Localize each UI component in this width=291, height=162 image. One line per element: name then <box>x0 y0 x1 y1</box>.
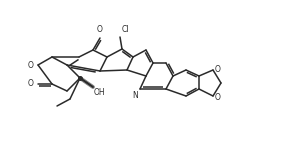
Text: O: O <box>97 25 103 34</box>
Text: OH: OH <box>94 88 106 97</box>
Text: N: N <box>132 91 138 100</box>
Text: Cl: Cl <box>122 25 129 34</box>
Text: O: O <box>28 60 34 69</box>
Text: O: O <box>215 64 221 74</box>
Text: O: O <box>28 80 34 88</box>
Text: O: O <box>215 93 221 102</box>
